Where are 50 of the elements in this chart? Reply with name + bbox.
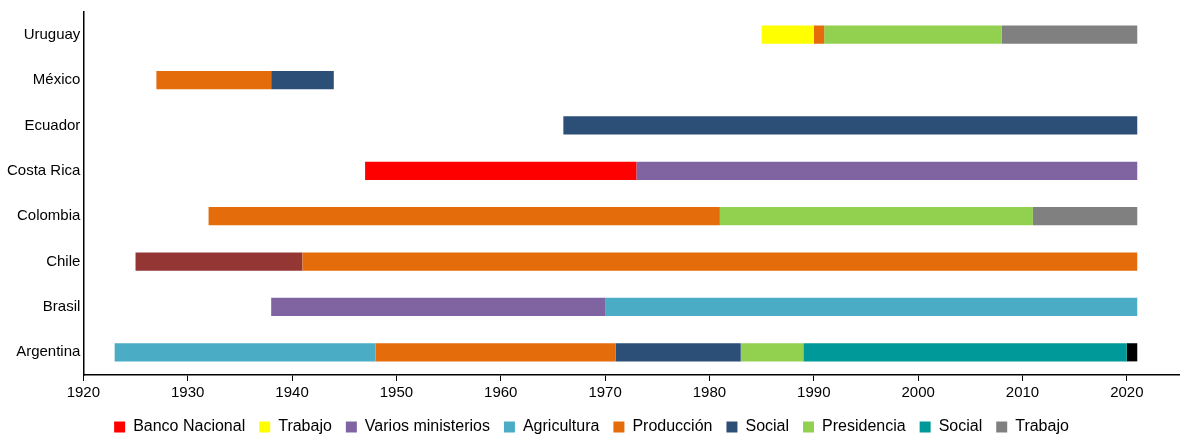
legend-label: Producción xyxy=(632,417,713,435)
x-tick-label: 1980 xyxy=(692,383,727,401)
legend-label: Banco Nacional xyxy=(133,417,246,435)
bar xyxy=(563,116,1138,135)
x-tick-label: 1920 xyxy=(66,383,101,401)
y-tick-label: Costa Rica xyxy=(7,160,82,178)
x-tick-label: 2000 xyxy=(901,383,935,401)
x-tick-label: 1930 xyxy=(171,383,205,401)
x-tick-label: 1990 xyxy=(797,383,831,401)
y-tick-label: Ecuador xyxy=(24,115,81,133)
legend-label: Social xyxy=(745,417,790,435)
bar xyxy=(803,343,1127,362)
bar xyxy=(271,70,334,90)
bar xyxy=(636,161,1138,180)
x-tick-label: 1950 xyxy=(379,383,414,401)
y-tick-label: Argentina xyxy=(16,342,82,360)
legend-label: Presidencia xyxy=(822,417,906,435)
y-tick-label: Uruguay xyxy=(23,24,81,42)
bar xyxy=(1126,343,1138,362)
bar xyxy=(135,252,303,271)
bar xyxy=(719,207,1033,226)
bar xyxy=(208,207,720,226)
y-tick-label: Colombia xyxy=(16,206,81,224)
legend-label: Trabajo xyxy=(1015,417,1069,435)
bar xyxy=(761,25,814,44)
legend-label: Social xyxy=(938,417,983,435)
bar xyxy=(375,343,616,362)
bar xyxy=(615,343,741,362)
bar xyxy=(1032,207,1138,226)
bar xyxy=(1001,25,1138,44)
legend-label: Trabajo xyxy=(278,417,332,435)
x-tick-label: 1940 xyxy=(275,383,309,401)
bar xyxy=(114,343,376,362)
legend-label: Agricultura xyxy=(522,417,600,435)
y-tick-label: Chile xyxy=(46,251,81,269)
bar xyxy=(365,161,637,180)
bar xyxy=(813,25,825,44)
bar xyxy=(740,343,804,362)
bar xyxy=(605,297,1138,317)
y-tick-label: Brasil xyxy=(42,297,81,315)
x-tick-label: 1970 xyxy=(588,383,622,401)
bar xyxy=(302,252,1138,271)
y-tick-label: México xyxy=(32,70,81,88)
x-tick-label: 2010 xyxy=(1005,383,1040,401)
x-tick-label: 2020 xyxy=(1110,383,1144,401)
x-tick-label: 1960 xyxy=(484,383,518,401)
bar xyxy=(271,297,606,317)
bar xyxy=(824,25,1002,44)
bar xyxy=(156,70,272,90)
legend-label: Varios ministerios xyxy=(364,417,490,435)
